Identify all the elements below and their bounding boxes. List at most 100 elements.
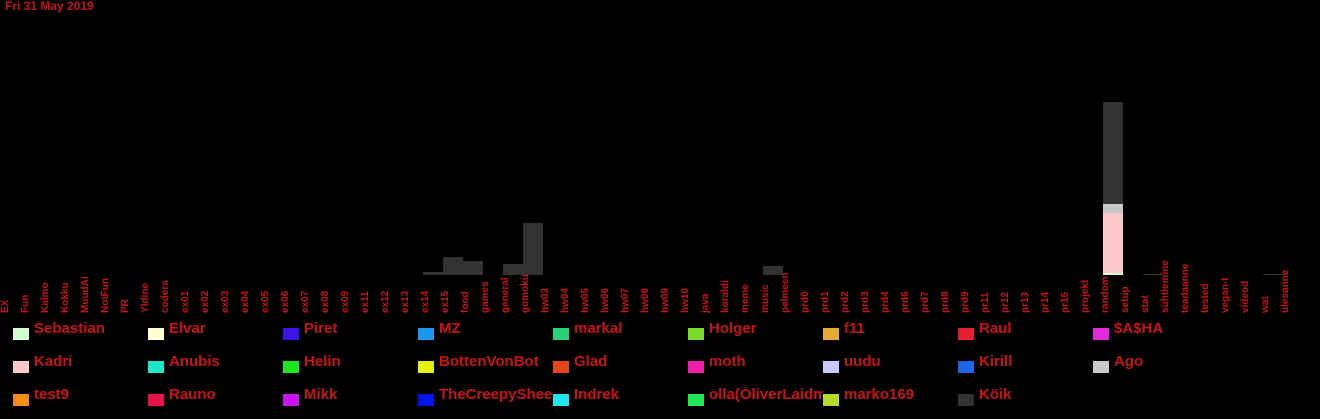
legend-label: Ago <box>1114 353 1144 370</box>
x-tick-label: projekt <box>1080 279 1091 313</box>
legend-swatch <box>148 394 164 406</box>
bar-segment <box>423 272 443 275</box>
x-tick-label: ex01 <box>180 290 191 313</box>
x-tick-label: prd0 <box>800 291 811 313</box>
x-tick-label: prd4 <box>880 291 891 313</box>
legend-swatch <box>13 328 29 340</box>
x-tick-label: ex02 <box>200 290 211 313</box>
legend-label: Piret <box>304 320 338 337</box>
x-tick-label: Kokku <box>60 282 71 313</box>
x-tick-label: wat <box>1260 296 1271 314</box>
legend-item: Anubis <box>148 351 283 373</box>
legend-label: test9 <box>34 386 70 403</box>
x-tick-label: setup <box>1120 286 1131 313</box>
legend-item: Rauno <box>148 384 283 406</box>
x-tick-label: pr13 <box>1020 291 1031 313</box>
legend-swatch <box>958 394 974 406</box>
x-tick-label: random <box>1100 276 1111 313</box>
x-tick-label: gomoku <box>520 274 531 313</box>
x-tick-label: teadaanne <box>1180 263 1191 313</box>
x-tick-label: prd2 <box>840 291 851 313</box>
legend-item: Helin <box>283 351 418 373</box>
x-tick-label: stat <box>1140 295 1151 313</box>
legend-swatch <box>283 394 299 406</box>
legend-item: uudu <box>823 351 958 373</box>
legend-swatch <box>553 394 569 406</box>
x-tick-label: music <box>760 284 771 313</box>
legend-label: Helin <box>304 353 341 370</box>
legend-swatch <box>958 328 974 340</box>
x-tick-label: hw08 <box>640 288 651 313</box>
legend-swatch <box>148 328 164 340</box>
x-tick-label: Yldine <box>140 283 151 313</box>
x-tick-label: NotFun <box>100 278 111 313</box>
bar-segment <box>523 223 543 275</box>
legend-item: Sebastian <box>13 318 148 340</box>
legend-swatch <box>13 394 29 406</box>
chart: Fri 31 May 2019 EX Fun Kalmo Kokku MuudAi Not… <box>0 0 1291 314</box>
legend-swatch <box>823 394 839 406</box>
legend-label: olla(OliverLaidma) <box>709 386 823 403</box>
x-tick-label: ex14 <box>420 290 431 313</box>
legend-item: Köik <box>958 384 1093 406</box>
x-tick-label: hw06 <box>600 288 611 313</box>
x-tick-label: suhtlemine <box>1160 260 1171 313</box>
legend-swatch <box>688 328 704 340</box>
x-tick-label: EX <box>0 299 11 313</box>
legend-label: Indrek <box>574 386 620 403</box>
legend-swatch <box>553 328 569 340</box>
legend-label: TheCreepySheep <box>439 386 553 403</box>
legend-item: test9 <box>13 384 148 406</box>
x-tick-label: ex03 <box>220 290 231 313</box>
legend-label: uudu <box>844 353 881 370</box>
legend: Sebastian Elvar Piret MZ markal Holger f11 Raul… <box>0 316 1320 419</box>
x-tick-label: ex06 <box>280 290 291 313</box>
legend-label: Mikk <box>304 386 338 403</box>
legend-swatch <box>688 361 704 373</box>
legend-swatch <box>1093 328 1109 340</box>
legend-swatch <box>13 361 29 373</box>
legend-item: Indrek <box>553 384 688 406</box>
legend-label: moth <box>709 353 746 370</box>
legend-label: $A$HA <box>1114 320 1164 337</box>
legend-label: MZ <box>439 320 461 337</box>
legend-swatch <box>148 361 164 373</box>
x-tick-label: hw03 <box>540 288 551 313</box>
bars-group <box>423 102 1283 275</box>
legend-swatch <box>283 328 299 340</box>
bar-segment <box>1103 273 1123 275</box>
legend-item: TheCreepySheep <box>418 384 553 406</box>
x-tick-label: MuudAi <box>80 276 91 313</box>
legend-label: marko169 <box>844 386 915 403</box>
x-tick-label: general <box>500 277 511 313</box>
x-tick-label: hw04 <box>560 288 571 313</box>
x-tick-label: videod <box>1240 281 1251 313</box>
bar-segment <box>1263 274 1283 275</box>
bar-segment <box>1143 274 1163 275</box>
x-tick-label: prd6 <box>900 291 911 313</box>
x-tick-label: ex15 <box>440 290 451 313</box>
x-tick-label: Kalmo <box>40 282 51 313</box>
legend-swatch <box>418 328 434 340</box>
x-tick-label: hw07 <box>620 288 631 313</box>
legend-item: Glad <box>553 351 688 373</box>
legend-item: markal <box>553 318 688 340</box>
legend-label: BottenVonBot <box>439 353 539 370</box>
x-tick-label: ex09 <box>340 290 351 313</box>
legend-label: Kirill <box>979 353 1013 370</box>
x-tick-label: java <box>700 293 711 314</box>
legend-label: Kadri <box>34 353 73 370</box>
legend-swatch <box>823 361 839 373</box>
x-tick-label: pr11 <box>980 292 991 313</box>
x-tick-label: ex12 <box>380 290 391 313</box>
x-tick-label: PR <box>120 298 131 313</box>
bar-segment <box>763 266 783 275</box>
x-tick-label: ex04 <box>240 290 251 313</box>
x-tick-label: hw09 <box>660 288 671 313</box>
legend-swatch <box>958 361 974 373</box>
bar-segment <box>1103 204 1123 213</box>
legend-swatch <box>418 361 434 373</box>
x-tick-label: ex08 <box>320 290 331 313</box>
x-tick-label: ex07 <box>300 290 311 313</box>
bar-segment <box>1103 213 1123 273</box>
